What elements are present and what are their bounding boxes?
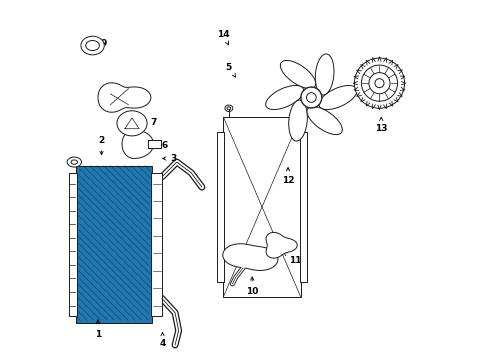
Polygon shape <box>266 233 297 258</box>
Text: 14: 14 <box>217 30 230 45</box>
Bar <box>300 132 307 282</box>
Text: 11: 11 <box>284 252 301 265</box>
Polygon shape <box>98 83 151 112</box>
Bar <box>76 166 152 323</box>
Polygon shape <box>122 130 153 158</box>
Bar <box>148 140 161 148</box>
Polygon shape <box>117 111 147 136</box>
Text: 2: 2 <box>98 136 105 155</box>
Polygon shape <box>223 244 278 270</box>
Ellipse shape <box>316 54 334 95</box>
Ellipse shape <box>81 36 104 55</box>
Text: 6: 6 <box>154 141 168 150</box>
Text: 3: 3 <box>163 154 176 163</box>
Circle shape <box>362 65 397 101</box>
Bar <box>223 117 300 297</box>
Text: 4: 4 <box>159 333 166 348</box>
Ellipse shape <box>280 60 316 89</box>
Text: 10: 10 <box>246 277 258 296</box>
Ellipse shape <box>67 157 81 167</box>
Ellipse shape <box>266 85 304 109</box>
Bar <box>69 173 77 316</box>
Ellipse shape <box>71 160 77 164</box>
Ellipse shape <box>225 105 233 112</box>
Text: 8: 8 <box>127 93 141 102</box>
Circle shape <box>354 58 405 108</box>
Circle shape <box>301 87 322 108</box>
Circle shape <box>375 78 384 88</box>
Ellipse shape <box>227 107 231 110</box>
Text: 13: 13 <box>375 117 388 132</box>
Ellipse shape <box>289 100 307 141</box>
Text: 1: 1 <box>95 320 101 339</box>
Text: 7: 7 <box>143 118 157 127</box>
Bar <box>151 173 162 316</box>
Bar <box>76 166 152 323</box>
Ellipse shape <box>86 41 99 50</box>
Circle shape <box>307 93 316 102</box>
Bar <box>217 132 224 282</box>
Text: 9: 9 <box>94 39 106 48</box>
Circle shape <box>369 73 390 94</box>
Text: 5: 5 <box>226 63 236 77</box>
Ellipse shape <box>307 107 343 135</box>
Text: 12: 12 <box>282 167 294 185</box>
Ellipse shape <box>319 85 357 109</box>
